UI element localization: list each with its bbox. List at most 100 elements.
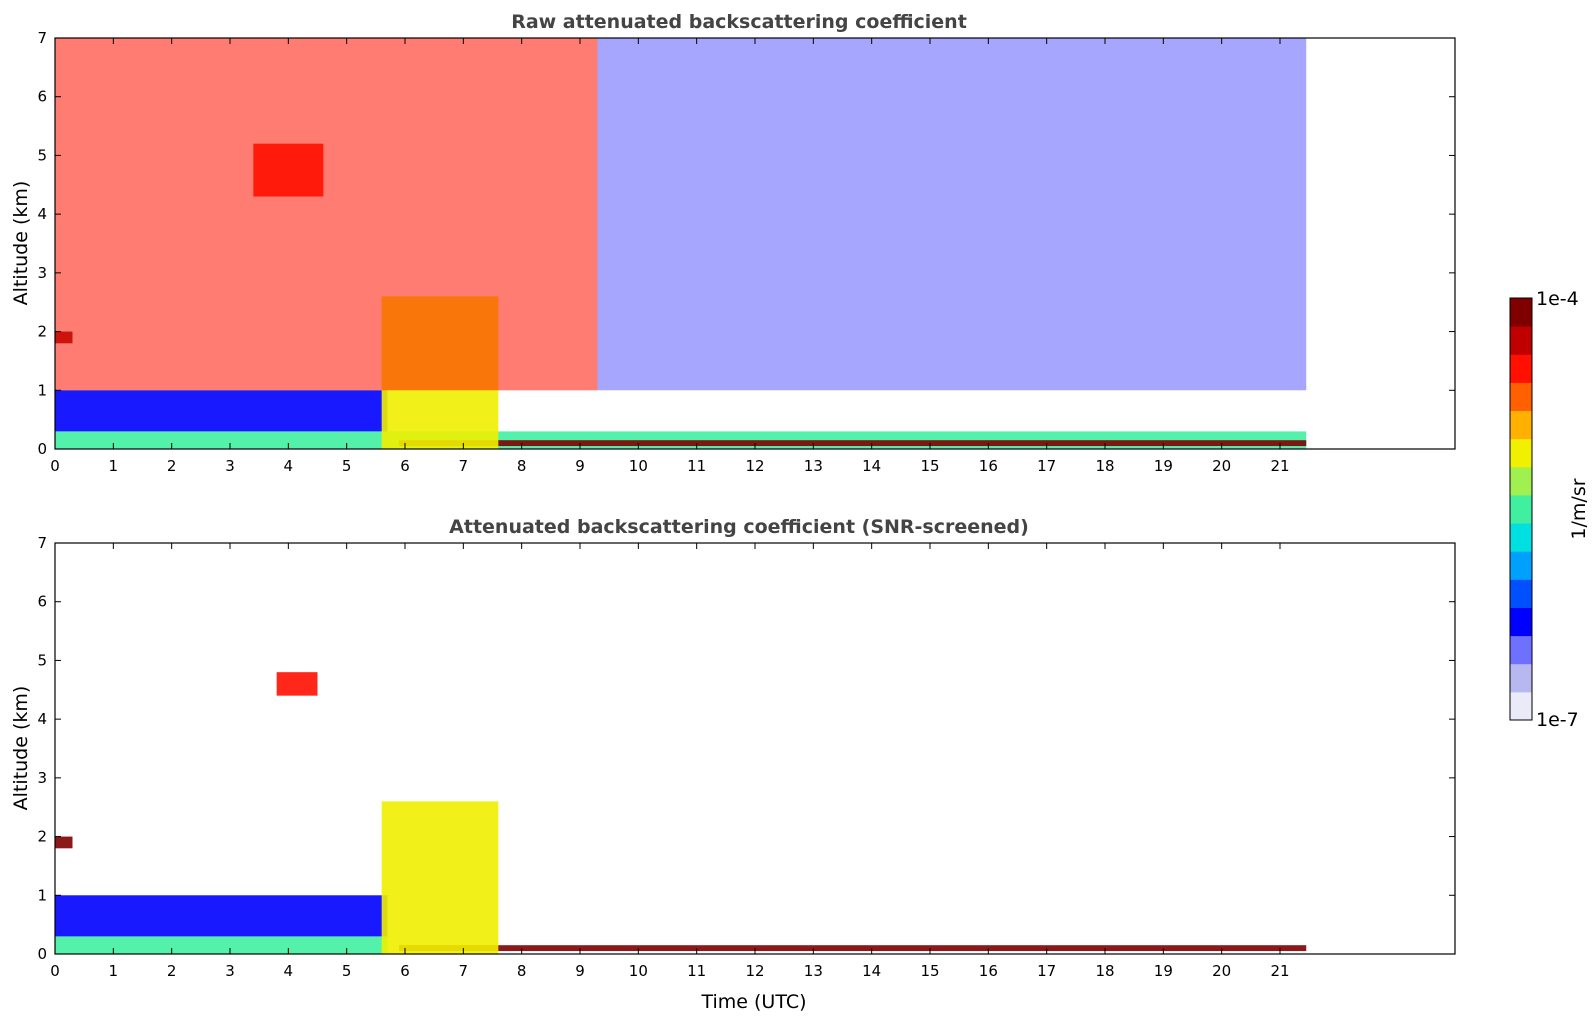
heatmap-feature xyxy=(55,38,598,391)
panel-screened-y-label: Altitude (km) xyxy=(10,686,32,811)
colorbar-segment xyxy=(1510,298,1532,327)
colorbar-segment xyxy=(1510,551,1532,580)
colorbar-segment xyxy=(1510,382,1532,412)
x-tick-label: 0 xyxy=(50,457,60,475)
heatmap-feature xyxy=(381,801,499,954)
x-tick-label: 19 xyxy=(1154,457,1173,475)
heatmap-feature xyxy=(55,836,73,849)
colorbar-segment xyxy=(1510,579,1532,608)
colorbar-segment xyxy=(1510,438,1532,468)
x-tick-label: 16 xyxy=(979,962,998,980)
colorbar-gradient xyxy=(1510,298,1532,721)
x-tick-label: 6 xyxy=(400,962,410,980)
colorbar-segment xyxy=(1510,635,1532,665)
x-tick-label: 16 xyxy=(979,457,998,475)
y-tick-label: 7 xyxy=(37,29,47,47)
x-tick-label: 19 xyxy=(1154,962,1173,980)
colorbar-segment xyxy=(1510,494,1532,524)
x-tick-label: 6 xyxy=(400,457,410,475)
y-tick-label: 3 xyxy=(37,264,47,282)
x-tick-label: 3 xyxy=(225,962,235,980)
y-tick-label: 2 xyxy=(37,323,47,341)
x-tick-label: 18 xyxy=(1095,962,1114,980)
colorbar-segment xyxy=(1510,523,1532,552)
x-tick-label: 2 xyxy=(167,457,177,475)
y-tick-label: 6 xyxy=(37,88,47,106)
x-tick-label: 7 xyxy=(459,962,469,980)
colorbar-unit-label: 1/m/sr xyxy=(1568,478,1590,539)
y-tick-label: 4 xyxy=(37,710,47,728)
heatmap-feature xyxy=(399,945,1307,952)
y-tick-label: 6 xyxy=(37,593,47,611)
heatmap-feature xyxy=(55,936,388,954)
heatmap-feature xyxy=(276,672,318,696)
x-tick-label: 5 xyxy=(342,962,352,980)
x-tick-label: 14 xyxy=(862,962,881,980)
panel-raw-y-label: Altitude (km) xyxy=(10,181,32,306)
x-tick-label: 18 xyxy=(1095,457,1114,475)
panel-raw-heatmap xyxy=(55,38,1307,449)
x-tick-label: 15 xyxy=(920,962,939,980)
panel-raw-y-axis: 0 1 2 3 4 5 6 7 xyxy=(37,29,1455,458)
colorbar-segment xyxy=(1510,466,1532,496)
x-tick-label: 17 xyxy=(1037,962,1056,980)
x-tick-label: 13 xyxy=(804,962,823,980)
heatmap-feature xyxy=(399,440,1307,447)
y-tick-label: 0 xyxy=(37,440,47,458)
x-tick-label: 5 xyxy=(342,457,352,475)
x-tick-label: 0 xyxy=(50,962,60,980)
x-tick-label: 8 xyxy=(517,962,527,980)
x-tick-label: 12 xyxy=(745,457,764,475)
colorbar: 1e-4 1e-7 1/m/sr xyxy=(1509,288,1590,731)
colorbar-segment xyxy=(1510,607,1532,637)
x-tick-label: 7 xyxy=(459,457,469,475)
x-tick-label: 12 xyxy=(745,962,764,980)
y-tick-label: 1 xyxy=(37,381,47,399)
x-tick-label: 20 xyxy=(1212,457,1231,475)
x-tick-label: 9 xyxy=(575,962,585,980)
colorbar-segment xyxy=(1510,410,1532,440)
x-tick-label: 17 xyxy=(1037,457,1056,475)
x-tick-label: 3 xyxy=(225,457,235,475)
panel-screened-y-axis: 0 1 2 3 4 5 6 7 xyxy=(37,534,1455,963)
panel-screened-x-axis: 0 1 2 3 4 5 6 7 8 9 10 11 12 13 14 15 16 17 18 19 20 21 xyxy=(50,543,1290,980)
panel-raw-x-axis: 0 1 2 3 4 5 6 7 8 9 10 11 12 13 14 15 16 17 18 19 20 21 xyxy=(50,38,1290,475)
x-tick-label: 10 xyxy=(629,457,648,475)
y-tick-label: 5 xyxy=(37,651,47,669)
x-tick-label: 11 xyxy=(687,962,706,980)
heatmap-feature xyxy=(597,38,1307,391)
y-tick-label: 0 xyxy=(37,945,47,963)
x-tick-label: 21 xyxy=(1270,457,1289,475)
x-tick-label: 1 xyxy=(109,457,119,475)
y-tick-label: 1 xyxy=(37,886,47,904)
colorbar-frame xyxy=(1509,297,1533,721)
panel-screened-heatmap xyxy=(55,672,1307,954)
x-tick-label: 14 xyxy=(862,457,881,475)
x-tick-label: 13 xyxy=(804,457,823,475)
panel-screened: Attenuated backscattering coefficient (S… xyxy=(10,516,1456,1013)
y-tick-label: 2 xyxy=(37,828,47,846)
panel-raw-title: Raw attenuated backscattering coefficien… xyxy=(511,11,967,33)
panel-raw: Raw attenuated backscattering coefficien… xyxy=(10,11,1456,475)
x-axis-label: Time (UTC) xyxy=(700,991,806,1013)
x-tick-label: 4 xyxy=(284,457,294,475)
colorbar-segment xyxy=(1510,691,1532,721)
y-tick-label: 7 xyxy=(37,534,47,552)
x-tick-label: 20 xyxy=(1212,962,1231,980)
colorbar-segment xyxy=(1510,326,1532,355)
colorbar-segment xyxy=(1510,354,1532,383)
x-tick-label: 9 xyxy=(575,457,585,475)
x-tick-label: 15 xyxy=(920,457,939,475)
x-tick-label: 4 xyxy=(284,962,294,980)
heatmap-feature xyxy=(55,390,388,432)
x-tick-label: 8 xyxy=(517,457,527,475)
heatmap-feature xyxy=(55,895,388,937)
panel-screened-title: Attenuated backscattering coefficient (S… xyxy=(449,516,1029,538)
x-tick-label: 1 xyxy=(109,962,119,980)
colorbar-max-label: 1e-4 xyxy=(1536,288,1579,310)
y-tick-label: 3 xyxy=(37,769,47,787)
y-tick-label: 4 xyxy=(37,205,47,223)
x-tick-label: 11 xyxy=(687,457,706,475)
colorbar-min-label: 1e-7 xyxy=(1536,709,1579,731)
